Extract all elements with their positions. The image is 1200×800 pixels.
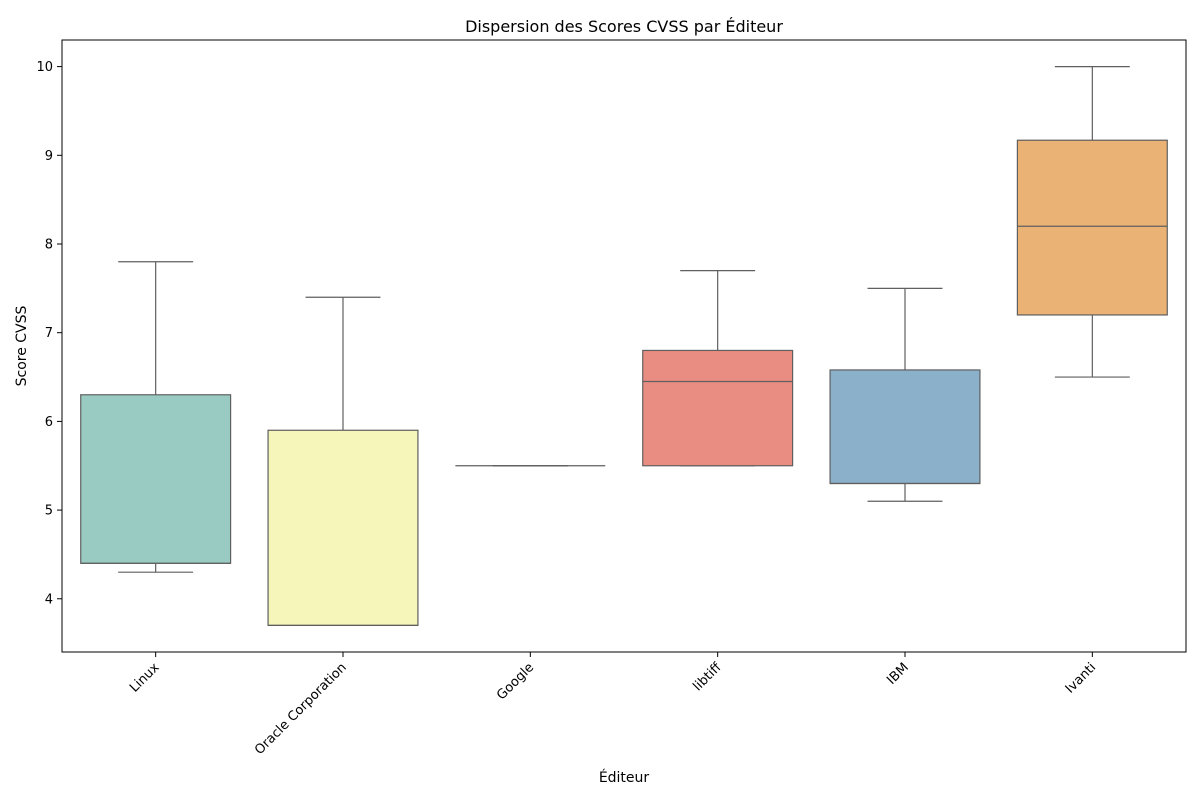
box-iqr: [80, 394, 232, 564]
x-tick-label: Google: [494, 660, 537, 703]
y-tick-label: 5: [45, 504, 53, 519]
y-tick-label: 8: [45, 238, 53, 253]
y-tick-label: 10: [36, 60, 53, 75]
box-oracle-corporation: [267, 296, 419, 626]
box-iqr: [642, 349, 794, 467]
box-iqr: [1016, 139, 1168, 316]
y-tick-label: 4: [45, 592, 53, 607]
box-iqr: [829, 369, 981, 485]
x-axis-label: Éditeur: [599, 769, 650, 786]
box-libtiff: [642, 270, 794, 467]
chart-title: Dispersion des Scores CVSS par Éditeur: [465, 17, 783, 36]
x-tick-label: libtiff: [690, 659, 725, 694]
y-tick-label: 7: [45, 326, 53, 341]
box-iqr: [267, 429, 419, 626]
x-tick-label: Linux: [127, 660, 163, 696]
box-ibm: [829, 287, 981, 502]
x-axis-ticks: Linux Oracle Corporation Google libtiff IBM I…: [127, 652, 1099, 758]
x-tick-label: IBM: [884, 660, 912, 688]
y-axis-label: Score CVSS: [14, 305, 30, 386]
x-tick-label: Ivanti: [1063, 660, 1099, 696]
box-ivanti: [1016, 66, 1168, 378]
y-tick-label: 6: [45, 415, 53, 430]
y-tick-label: 9: [45, 149, 53, 164]
x-tick-label: Oracle Corporation: [252, 660, 350, 758]
y-axis-ticks: 4 5 6 7 8 9 10: [36, 60, 62, 607]
box-plot-series: [80, 66, 1168, 626]
box-linux: [80, 261, 232, 573]
plot-area-frame: [61, 39, 1187, 653]
